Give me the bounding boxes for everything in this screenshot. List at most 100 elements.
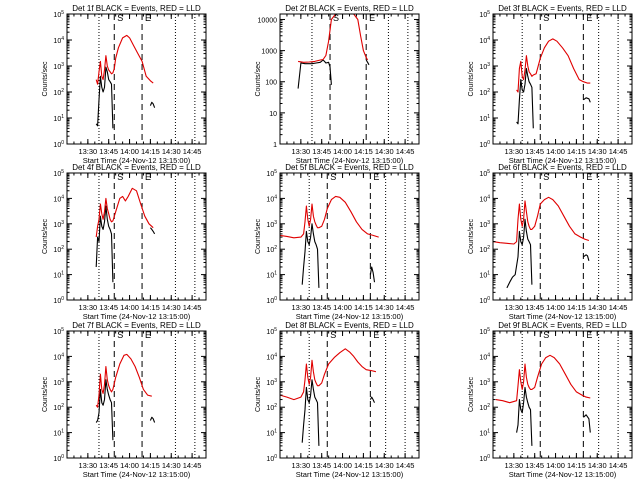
x-tick-label: 13:45 — [312, 303, 331, 312]
x-tick-label: 13:30 — [291, 303, 310, 312]
x-tick-label: 13:30 — [291, 461, 310, 470]
y-tick-label: 102 — [53, 88, 64, 97]
y-tick-label: 100 — [479, 140, 490, 149]
x-tick-label: 14:45 — [396, 303, 415, 312]
x-tick-label: 13:45 — [99, 147, 118, 156]
events-series-line — [583, 97, 591, 103]
panel-title: Det 8f BLACK = Events, RED = LLD — [285, 321, 414, 330]
plot-frame — [492, 13, 633, 145]
y-tick-label: 104 — [53, 36, 64, 45]
x-tick-label: 13:30 — [504, 147, 523, 156]
x-tick-label: 14:30 — [162, 303, 181, 312]
y-tick-label: 1 — [273, 142, 277, 149]
lld-series-line — [495, 354, 591, 404]
x-tick-label: 14:15 — [567, 461, 586, 470]
y-axis-label: Counts/sec — [255, 218, 262, 254]
x-tick-label: 14:00 — [120, 147, 139, 156]
x-tick-label: 14:45 — [396, 461, 415, 470]
y-tick-label: 104 — [479, 36, 490, 45]
y-tick-label: 100 — [53, 296, 64, 305]
x-tick-label: 13:30 — [78, 461, 97, 470]
y-axis-label: Counts/sec — [42, 376, 49, 412]
detector-panel: S E 100 101 102 103 104 105 13:30 13:45 14:00 14:15… — [468, 163, 633, 321]
end-marker-label: E — [586, 330, 592, 340]
y-tick-label: 102 — [479, 245, 490, 254]
events-series-line — [297, 59, 332, 89]
y-axis-label: Counts/sec — [468, 376, 475, 412]
x-tick-label: 14:45 — [183, 461, 202, 470]
x-axis-label: Start Time (24-Nov-12 13:15:00) — [509, 470, 617, 479]
events-series-line — [149, 101, 156, 108]
plot-frame — [492, 172, 633, 301]
x-axis-label: Start Time (24-Nov-12 13:15:00) — [296, 156, 404, 165]
y-tick-label: 104 — [479, 194, 490, 203]
y-axis-label: Counts/sec — [255, 376, 262, 412]
y-tick-label: 100 — [53, 140, 64, 149]
x-axis-label: Start Time (24-Nov-12 13:15:00) — [296, 470, 404, 479]
series-group — [516, 38, 591, 129]
y-tick-label: 102 — [266, 403, 277, 412]
y-tick-label: 102 — [53, 403, 64, 412]
end-marker-label: E — [369, 13, 375, 23]
events-series-line — [149, 416, 156, 423]
panel-title: Det 5f BLACK = Events, RED = LLD — [285, 163, 414, 172]
y-tick-label: 101 — [266, 429, 277, 438]
y-tick-label: 105 — [266, 169, 277, 178]
x-tick-label: 13:45 — [312, 461, 331, 470]
detector-panel: S E 100 101 102 103 104 105 13:30 13:45 14:00 14:15… — [255, 321, 420, 479]
x-tick-label: 14:00 — [546, 461, 565, 470]
x-tick-label: 14:45 — [609, 147, 628, 156]
series-group — [95, 34, 156, 129]
y-tick-label: 104 — [53, 194, 64, 203]
x-tick-label: 14:15 — [354, 303, 373, 312]
x-tick-label: 14:30 — [375, 461, 394, 470]
y-tick-label: 101 — [479, 429, 490, 438]
start-marker-label: S — [330, 172, 336, 182]
x-tick-label: 14:45 — [609, 461, 628, 470]
x-tick-label: 13:30 — [504, 303, 523, 312]
y-tick-label: 105 — [53, 169, 64, 178]
x-tick-label: 13:30 — [78, 303, 97, 312]
x-axis-label: Start Time (24-Nov-12 13:15:00) — [296, 312, 404, 321]
y-tick-label: 105 — [53, 10, 64, 19]
series-group — [495, 354, 591, 446]
start-marker-label: S — [117, 330, 123, 340]
y-tick-label: 102 — [266, 245, 277, 254]
x-tick-label: 14:00 — [120, 303, 139, 312]
lld-series-line — [95, 34, 154, 85]
x-tick-label: 14:00 — [333, 461, 352, 470]
y-tick-label: 10000 — [258, 17, 278, 24]
events-series-line — [369, 396, 376, 403]
y-tick-label: 101 — [479, 114, 490, 123]
series-group — [280, 348, 377, 446]
y-axis-label: Counts/sec — [42, 61, 49, 97]
y-tick-label: 103 — [479, 220, 490, 229]
x-axis-label: Start Time (24-Nov-12 13:15:00) — [509, 156, 617, 165]
detector-panel: S E 100 101 102 103 104 105 13:30 13:45 14:00 14:15… — [42, 321, 207, 479]
lld-series-line — [516, 38, 591, 93]
x-tick-label: 14:00 — [333, 147, 352, 156]
plot-frame — [66, 330, 207, 459]
start-marker-label: S — [543, 330, 549, 340]
y-tick-label: 102 — [479, 88, 490, 97]
y-tick-label: 103 — [479, 62, 490, 71]
panel-title: Det 9f BLACK = Events, RED = LLD — [498, 321, 627, 330]
panel-title: Det 1f BLACK = Events, RED = LLD — [72, 4, 201, 13]
detector-panel: S E 100 101 102 103 104 105 13:30 13:45 14:00 14:15… — [42, 163, 207, 321]
start-marker-label: S — [333, 13, 339, 23]
y-tick-label: 10 — [269, 111, 277, 118]
x-tick-label: 14:30 — [162, 147, 181, 156]
lld-series-line — [280, 195, 379, 239]
x-axis-label: Start Time (24-Nov-12 13:15:00) — [83, 470, 191, 479]
plot-frame — [492, 330, 633, 459]
end-marker-label: E — [586, 13, 592, 23]
events-series-line — [583, 414, 591, 433]
x-tick-label: 13:45 — [525, 147, 544, 156]
x-tick-label: 14:00 — [546, 147, 565, 156]
events-series-line — [583, 254, 590, 261]
x-tick-label: 14:15 — [141, 461, 160, 470]
y-tick-label: 105 — [266, 327, 277, 336]
lld-series-line — [95, 353, 152, 408]
x-tick-label: 14:15 — [354, 461, 373, 470]
events-series-line — [506, 218, 533, 289]
